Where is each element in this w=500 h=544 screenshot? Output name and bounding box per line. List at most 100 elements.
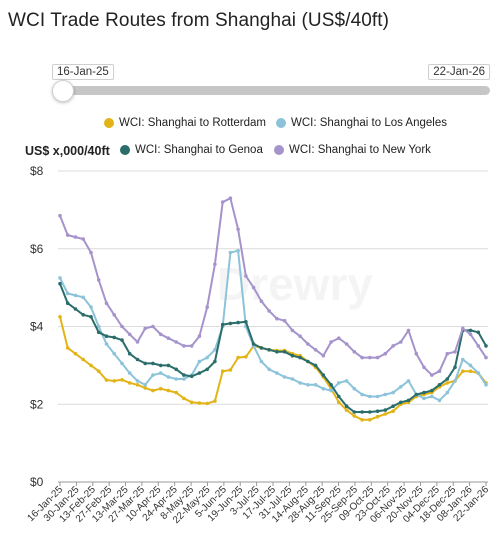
data-point[interactable] xyxy=(65,291,70,296)
data-point[interactable] xyxy=(352,386,357,391)
data-point[interactable] xyxy=(236,248,240,253)
data-point[interactable] xyxy=(213,348,217,352)
data-point[interactable] xyxy=(259,359,264,364)
data-point[interactable] xyxy=(360,418,364,422)
data-point[interactable] xyxy=(96,369,101,374)
data-point[interactable] xyxy=(290,353,295,358)
data-point[interactable] xyxy=(104,378,109,382)
data-point[interactable] xyxy=(430,388,434,393)
data-point[interactable] xyxy=(151,388,155,393)
data-point[interactable] xyxy=(220,200,225,204)
data-point[interactable] xyxy=(344,408,349,412)
data-point[interactable] xyxy=(368,418,372,422)
data-point[interactable] xyxy=(352,410,357,414)
data-point[interactable] xyxy=(375,355,380,360)
data-point[interactable] xyxy=(476,330,481,335)
data-point[interactable] xyxy=(104,334,109,339)
data-point[interactable] xyxy=(158,386,163,391)
data-point[interactable] xyxy=(112,379,116,383)
data-point[interactable] xyxy=(244,274,248,278)
data-point[interactable] xyxy=(65,301,70,306)
data-point[interactable] xyxy=(182,373,186,377)
data-point[interactable] xyxy=(143,383,147,387)
data-point[interactable] xyxy=(329,383,333,387)
data-point[interactable] xyxy=(453,350,457,354)
data-point[interactable] xyxy=(414,351,419,356)
data-point[interactable] xyxy=(65,233,70,237)
data-point[interactable] xyxy=(228,368,233,372)
data-point[interactable] xyxy=(112,351,116,356)
data-point[interactable] xyxy=(73,351,78,356)
data-point[interactable] xyxy=(143,386,147,390)
data-point[interactable] xyxy=(321,373,326,377)
data-point[interactable] xyxy=(205,355,209,360)
data-point[interactable] xyxy=(275,316,279,321)
data-point[interactable] xyxy=(298,334,302,339)
data-point[interactable] xyxy=(228,250,233,255)
data-point[interactable] xyxy=(58,281,62,286)
data-point[interactable] xyxy=(461,369,465,374)
data-point[interactable] xyxy=(321,386,326,391)
data-point[interactable] xyxy=(89,363,93,368)
legend-item-los-angeles[interactable]: WCI: Shanghai to Los Angeles xyxy=(276,117,447,129)
data-point[interactable] xyxy=(127,332,132,337)
data-point[interactable] xyxy=(143,361,147,366)
data-point[interactable] xyxy=(430,373,434,377)
data-point[interactable] xyxy=(205,305,209,309)
data-point[interactable] xyxy=(383,351,388,356)
data-point[interactable] xyxy=(104,342,109,346)
data-point[interactable] xyxy=(213,399,217,403)
data-point[interactable] xyxy=(360,410,364,414)
data-point[interactable] xyxy=(112,335,116,340)
data-point[interactable] xyxy=(89,315,93,319)
data-point[interactable] xyxy=(197,334,202,339)
data-point[interactable] xyxy=(127,381,132,385)
data-point[interactable] xyxy=(236,227,240,232)
data-point[interactable] xyxy=(220,322,225,327)
data-point[interactable] xyxy=(484,355,488,360)
data-point[interactable] xyxy=(399,340,403,344)
data-point[interactable] xyxy=(158,363,163,368)
data-point[interactable] xyxy=(236,320,240,325)
date-range-slider[interactable]: 16-Jan-25 22-Jan-26 xyxy=(52,64,496,108)
data-point[interactable] xyxy=(445,381,450,385)
data-point[interactable] xyxy=(375,394,380,399)
data-point[interactable] xyxy=(267,348,271,352)
data-point[interactable] xyxy=(96,330,101,335)
data-point[interactable] xyxy=(135,357,140,362)
data-point[interactable] xyxy=(58,315,62,319)
data-point[interactable] xyxy=(306,359,310,364)
data-point[interactable] xyxy=(236,355,240,360)
data-point[interactable] xyxy=(468,369,473,374)
data-point[interactable] xyxy=(251,285,256,290)
data-point[interactable] xyxy=(313,363,318,368)
data-point[interactable] xyxy=(406,328,411,333)
data-point[interactable] xyxy=(406,379,411,383)
data-point[interactable] xyxy=(174,340,178,344)
data-point[interactable] xyxy=(430,394,434,399)
data-point[interactable] xyxy=(275,371,279,375)
data-point[interactable] xyxy=(298,355,302,360)
data-point[interactable] xyxy=(158,371,163,375)
legend-item-rotterdam[interactable]: WCI: Shanghai to Rotterdam xyxy=(104,117,266,129)
data-point[interactable] xyxy=(329,388,333,393)
data-point[interactable] xyxy=(58,276,62,280)
data-point[interactable] xyxy=(197,371,202,375)
data-point[interactable] xyxy=(383,408,388,412)
data-point[interactable] xyxy=(112,313,116,317)
data-point[interactable] xyxy=(189,374,194,379)
data-point[interactable] xyxy=(81,357,85,362)
data-point[interactable] xyxy=(399,400,403,405)
data-point[interactable] xyxy=(391,390,395,395)
data-point[interactable] xyxy=(275,350,279,354)
data-point[interactable] xyxy=(182,377,186,381)
data-point[interactable] xyxy=(135,340,140,344)
data-point[interactable] xyxy=(58,213,62,218)
data-point[interactable] xyxy=(174,390,178,395)
data-point[interactable] xyxy=(73,307,78,311)
data-point[interactable] xyxy=(127,371,132,375)
data-point[interactable] xyxy=(65,346,70,350)
data-point[interactable] xyxy=(337,400,341,405)
data-point[interactable] xyxy=(298,381,302,385)
data-point[interactable] xyxy=(189,344,194,348)
